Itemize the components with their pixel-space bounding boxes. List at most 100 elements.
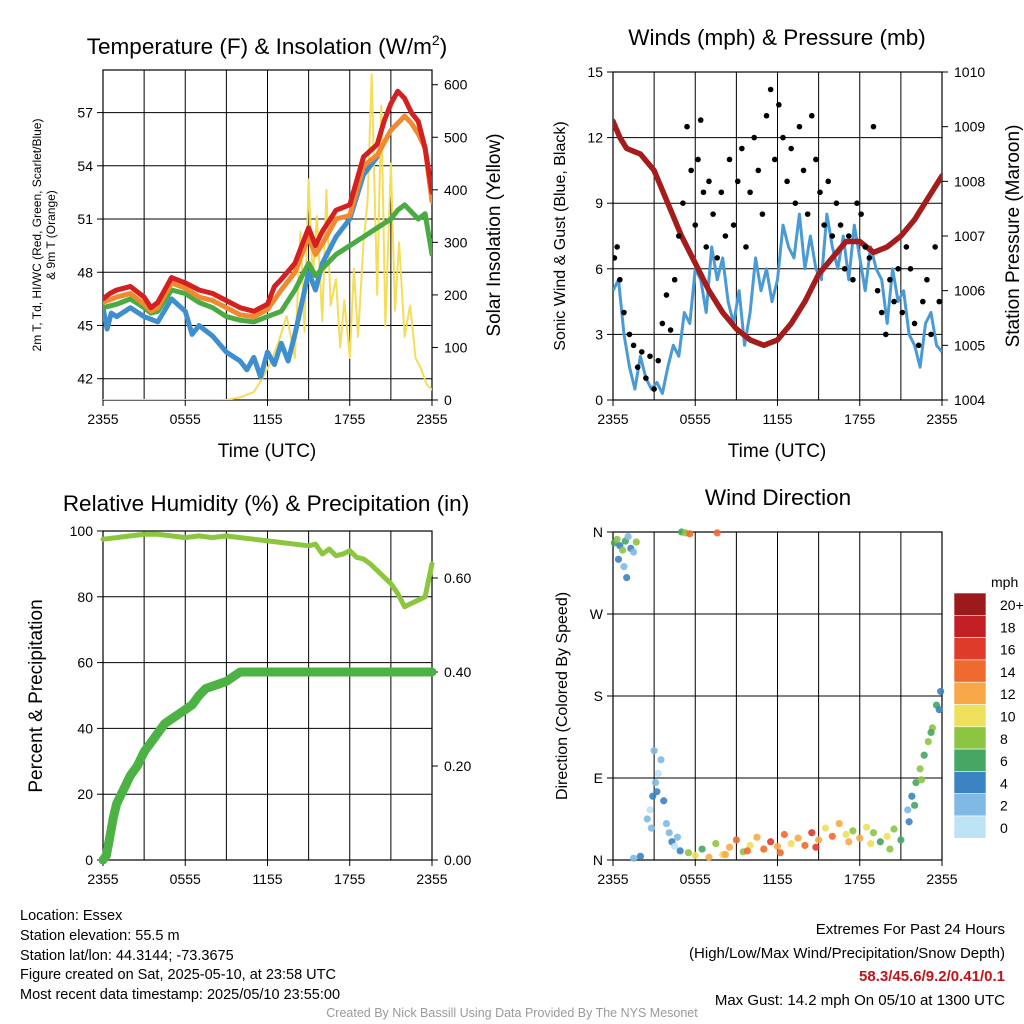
gust-point xyxy=(630,342,637,349)
direction-point xyxy=(920,751,928,759)
gust-point xyxy=(870,123,877,130)
series-line-insolation xyxy=(103,73,432,400)
gust-point xyxy=(726,156,733,163)
gust-point xyxy=(899,309,906,316)
gust-point xyxy=(663,292,670,298)
direction-point xyxy=(623,573,631,582)
y-tick-label: 57 xyxy=(77,105,93,121)
gust-point xyxy=(651,386,657,392)
x-tick-label: 2355 xyxy=(87,871,118,887)
extremes-subheading: (High/Low/Max Wind/Precipitation/Snow De… xyxy=(689,944,1005,962)
x-tick-label: 1755 xyxy=(334,871,365,887)
y-tick-label: 100 xyxy=(70,523,94,539)
y-tick-label: 15 xyxy=(587,64,603,80)
direction-point xyxy=(653,788,661,796)
gust-point xyxy=(692,222,699,228)
direction-point xyxy=(935,706,943,714)
direction-point xyxy=(904,806,912,814)
series-line-relative-humidity xyxy=(100,531,435,610)
direction-point xyxy=(910,801,919,809)
gust-point xyxy=(759,211,766,217)
x-axis-label: Time (UTC) xyxy=(728,441,827,462)
gust-point xyxy=(706,178,712,185)
chart-title: Wind Direction xyxy=(705,485,851,510)
direction-point xyxy=(698,845,706,853)
colorbar-swatch xyxy=(953,704,987,728)
colorbar-swatch xyxy=(953,748,987,772)
y2-tick-label: 0.60 xyxy=(444,570,471,586)
direction-point xyxy=(828,832,836,840)
direction-point xyxy=(657,756,665,764)
gust-point xyxy=(638,349,645,355)
colorbar-swatch xyxy=(953,815,987,839)
direction-point xyxy=(835,819,843,828)
direction-point xyxy=(646,806,654,814)
y-tick-label: 42 xyxy=(77,371,93,387)
gust-point xyxy=(710,211,716,217)
y-axis-label: Sonic Wind & Gust (Blue, Black) xyxy=(552,121,569,350)
y2-tick-label: 1009 xyxy=(954,119,985,135)
wind-series xyxy=(613,86,942,395)
direction-point xyxy=(886,845,894,853)
gust-point xyxy=(837,222,844,228)
gust-point xyxy=(862,244,869,250)
y-axis-label-line2: & 9m T (Orange) xyxy=(44,190,58,280)
y-tick-label: 80 xyxy=(77,589,93,605)
x-tick-label: 2355 xyxy=(597,871,628,887)
gust-point xyxy=(882,331,889,338)
direction-point xyxy=(897,836,905,844)
series-line-hiwc xyxy=(103,154,380,380)
station-info: Location: Essex Station elevation: 55.5 … xyxy=(20,907,340,1006)
x-tick-label: 2355 xyxy=(926,871,957,887)
colorbar-label: 14 xyxy=(1000,664,1016,680)
credit-text: Created By Nick Bassill Using Data Provi… xyxy=(326,1006,698,1020)
direction-point xyxy=(705,853,713,861)
gust-point xyxy=(928,331,934,338)
extremes-values: 58.3/45.6/9.2/0.41/0.1 xyxy=(859,968,1005,985)
direction-point xyxy=(890,825,898,833)
colorbar-label: 2 xyxy=(1000,798,1008,814)
y2-tick-label: 300 xyxy=(444,234,468,250)
gust-point xyxy=(854,200,860,206)
x-tick-label: 0555 xyxy=(680,411,711,427)
y-tick-label: 0 xyxy=(595,392,603,408)
direction-point xyxy=(629,854,638,862)
x-tick-label: 0555 xyxy=(170,871,201,887)
x-tick-label: 2355 xyxy=(597,411,628,427)
gust-point xyxy=(858,211,864,217)
direction-point xyxy=(636,852,645,860)
direction-point xyxy=(624,532,632,541)
gust-point xyxy=(907,266,914,272)
y2-tick-label: 400 xyxy=(444,182,468,198)
direction-point xyxy=(686,530,694,538)
gust-point xyxy=(895,266,901,272)
gust-point xyxy=(700,189,707,196)
chart-title: Relative Humidity (%) & Precipitation (i… xyxy=(63,491,469,516)
gust-point xyxy=(695,156,701,163)
gust-point xyxy=(924,276,930,283)
speed-colorbar: 20+ 18 16 14 12 10 8 6 4 2 0 mph xyxy=(953,574,1024,839)
panel-3: 2355 0555 1155 1755 2355 0 20 40 60 80 100 0.00 0.20… xyxy=(70,523,472,887)
y-tick-label: 6 xyxy=(595,261,603,277)
y-axis-label: Percent & Precipitation xyxy=(26,599,47,792)
direction-point xyxy=(845,838,853,846)
gust-point xyxy=(800,167,807,174)
chart-title: Temperature (F) & Insolation (W/m2) xyxy=(87,32,447,59)
direction-points xyxy=(610,528,945,862)
direction-point xyxy=(660,797,668,805)
colorbar-label: 0 xyxy=(1000,820,1008,836)
direction-point xyxy=(746,841,754,850)
colorbar-swatch xyxy=(953,726,987,750)
y2-tick-label: 1004 xyxy=(954,392,985,408)
gust-point xyxy=(829,233,836,239)
direction-point xyxy=(614,555,623,563)
y2-tick-label: 0 xyxy=(444,392,452,408)
gust-point xyxy=(817,189,823,196)
direction-point xyxy=(620,563,628,571)
chart-title: Winds (mph) & Pressure (mb) xyxy=(628,25,926,50)
colorbar-label: 16 xyxy=(1000,642,1016,658)
direction-point xyxy=(883,832,891,840)
gust-point xyxy=(730,222,737,228)
direction-point xyxy=(776,849,784,857)
